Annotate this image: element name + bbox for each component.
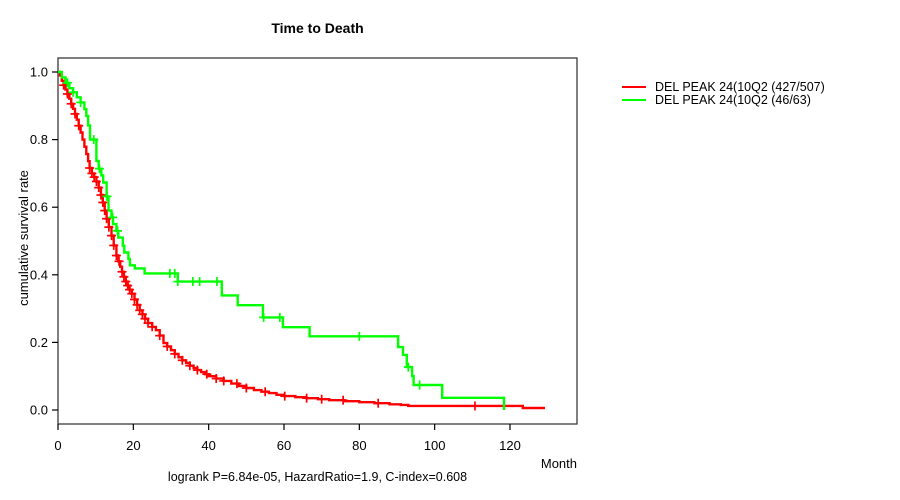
km-curve-1 bbox=[58, 70, 506, 410]
legend-line-sample-green bbox=[622, 99, 646, 102]
km-curve-0 bbox=[58, 70, 545, 410]
x-tick-label-40: 40 bbox=[201, 438, 215, 453]
x-tick-label-20: 20 bbox=[126, 438, 140, 453]
statistics-annotation: logrank P=6.84e-05, HazardRatio=1.9, C-i… bbox=[167, 470, 468, 484]
x-tick-label-80: 80 bbox=[352, 438, 366, 453]
x-tick-label-60: 60 bbox=[277, 438, 291, 453]
chart-title: Time to Death bbox=[271, 20, 364, 36]
y-tick-label-0.2: 0.2 bbox=[30, 335, 48, 350]
y-axis-title: cumulative survival rate bbox=[16, 170, 31, 306]
y-tick-label-0: 0.0 bbox=[30, 403, 48, 418]
legend: DEL PEAK 24(10Q2 (427/507) DEL PEAK 24(1… bbox=[622, 80, 825, 107]
y-tick-label-0.6: 0.6 bbox=[30, 200, 48, 215]
y-tick-label-0.8: 0.8 bbox=[30, 132, 48, 147]
x-tick-label-120: 120 bbox=[499, 438, 521, 453]
x-axis-title: Month bbox=[540, 456, 577, 471]
y-tick-label-0.4: 0.4 bbox=[30, 267, 48, 282]
legend-label-group2: DEL PEAK 24(10Q2 (46/63) bbox=[655, 93, 811, 108]
y-tick-label-1: 1.0 bbox=[30, 65, 48, 80]
x-tick-label-100: 100 bbox=[424, 438, 446, 453]
legend-label-group1: DEL PEAK 24(10Q2 (427/507) bbox=[655, 79, 825, 94]
x-tick-label-0: 0 bbox=[54, 438, 61, 453]
legend-item-group1: DEL PEAK 24(10Q2 (427/507) bbox=[622, 80, 825, 94]
legend-item-group2: DEL PEAK 24(10Q2 (46/63) bbox=[622, 93, 825, 108]
plot-frame bbox=[57, 57, 578, 425]
legend-line-sample-red bbox=[622, 85, 646, 88]
